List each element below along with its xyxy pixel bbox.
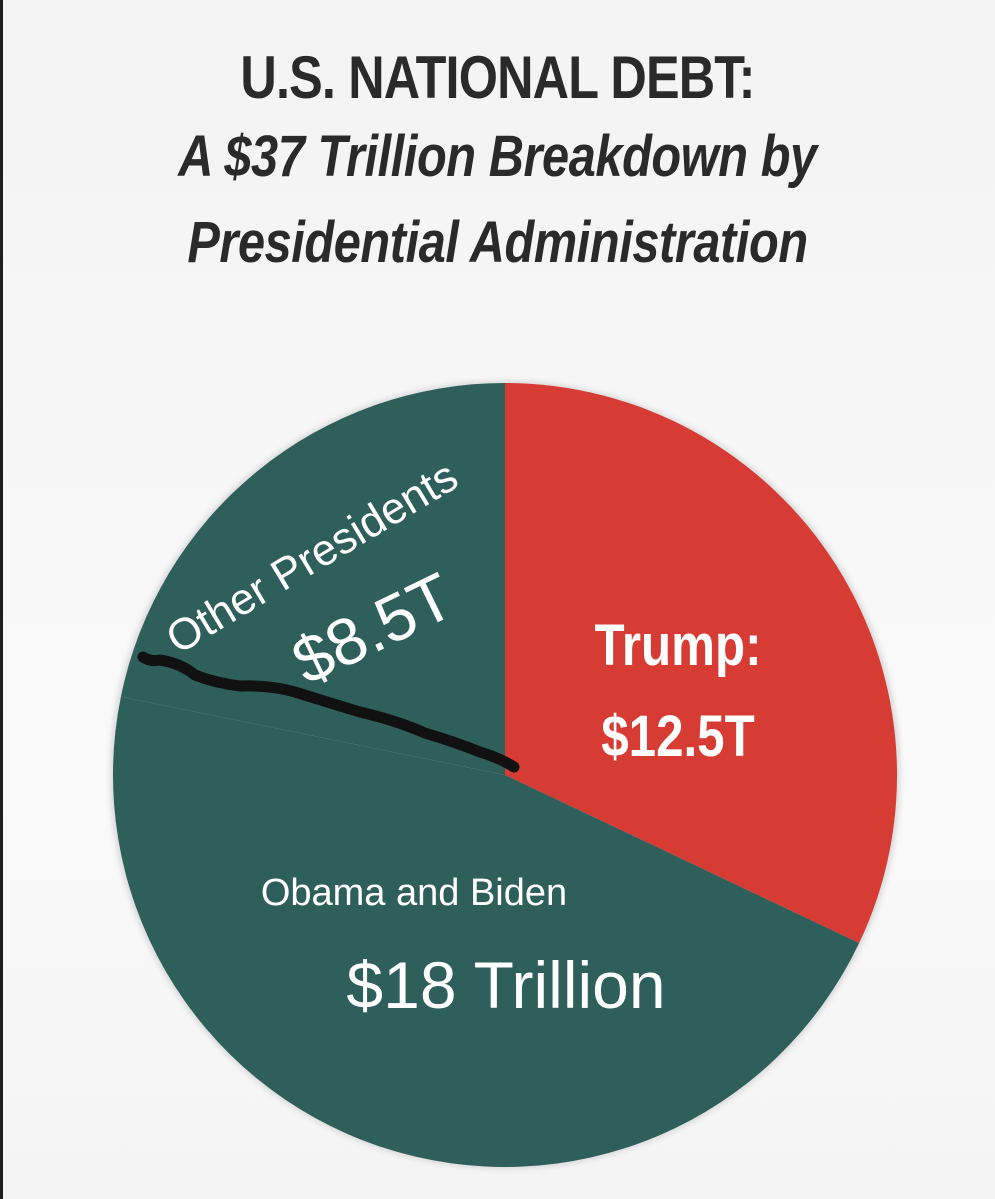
left-border: [0, 0, 3, 1199]
title-line-3: Presidential Administration: [187, 210, 808, 275]
title-line-1: U.S. NATIONAL DEBT:: [240, 44, 755, 111]
pie-slice-obama-biden: [113, 696, 860, 1167]
label-trump: Trump:: [594, 613, 761, 678]
title-line-2: A $37 Trillion Breakdown by: [178, 124, 817, 189]
chart-title: U.S. NATIONAL DEBT: A $37 Trillion Break…: [0, 42, 995, 286]
value-trump: $12.5T: [601, 704, 755, 769]
label-obama-biden: Obama and Biden: [261, 872, 567, 914]
value-obama-biden: $18 Trillion: [346, 948, 665, 1022]
hand-drawn-divider-line: [137, 651, 520, 773]
pie-slice-trump: [505, 383, 897, 944]
